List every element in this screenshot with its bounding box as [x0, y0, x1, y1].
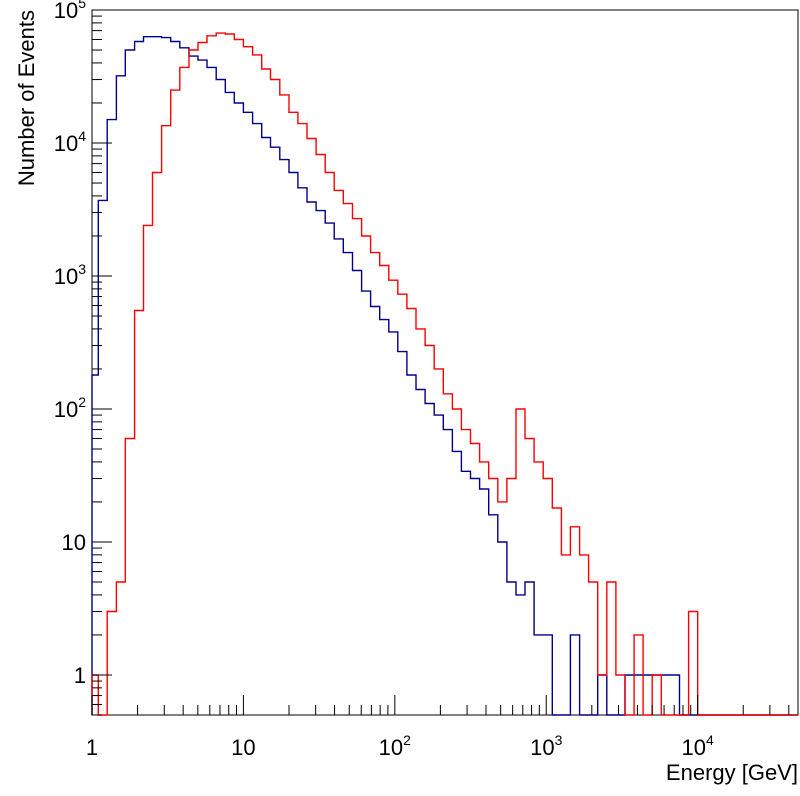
x-axis-tick-labels: 1 10 102 103 104: [86, 732, 714, 760]
y-tick-label-base: 10: [54, 0, 78, 23]
y-tick-label-exponent: 5: [78, 0, 86, 11]
x-tick-label-exponent: 4: [706, 732, 714, 748]
x-tick-label-base: 10: [379, 735, 403, 760]
y-axis-title: Number of Events: [14, 10, 39, 186]
y-tick-label-base: 10: [54, 264, 78, 289]
x-axis-title: Energy [GeV]: [666, 760, 798, 785]
x-tick-label-base: 10: [682, 735, 706, 760]
x-tick-label-exponent: 3: [555, 732, 563, 748]
histogram-series-1: [92, 37, 798, 715]
x-tick-label: 103: [530, 732, 562, 760]
plot-frame: [92, 10, 798, 715]
y-tick-label: 1: [74, 663, 86, 688]
y-tick-label-exponent: 4: [78, 128, 86, 144]
y-tick-label-base: 1: [74, 663, 86, 688]
x-tick-label-base: 10: [231, 735, 255, 760]
x-tick-label: 1: [86, 735, 98, 760]
x-tick-label: 10: [231, 735, 255, 760]
y-tick-label-base: 10: [54, 397, 78, 422]
y-tick-label-exponent: 2: [78, 394, 86, 410]
x-axis-ticks: [92, 695, 789, 715]
y-tick-label-exponent: 3: [78, 261, 86, 277]
series-group: [92, 33, 798, 715]
y-axis-ticks: [92, 10, 112, 715]
y-tick-label: 10: [62, 530, 86, 555]
histogram-series-2: [92, 33, 798, 715]
y-tick-label: 104: [54, 128, 86, 156]
x-tick-label-base: 10: [530, 735, 554, 760]
x-tick-label-exponent: 2: [403, 732, 411, 748]
y-tick-label-base: 10: [62, 530, 86, 555]
x-tick-label: 102: [379, 732, 411, 760]
y-tick-label: 105: [54, 0, 86, 23]
x-tick-label: 104: [682, 732, 714, 760]
y-tick-label: 102: [54, 394, 86, 422]
x-tick-label-base: 1: [86, 735, 98, 760]
y-tick-label-base: 10: [54, 131, 78, 156]
y-tick-label: 103: [54, 261, 86, 289]
